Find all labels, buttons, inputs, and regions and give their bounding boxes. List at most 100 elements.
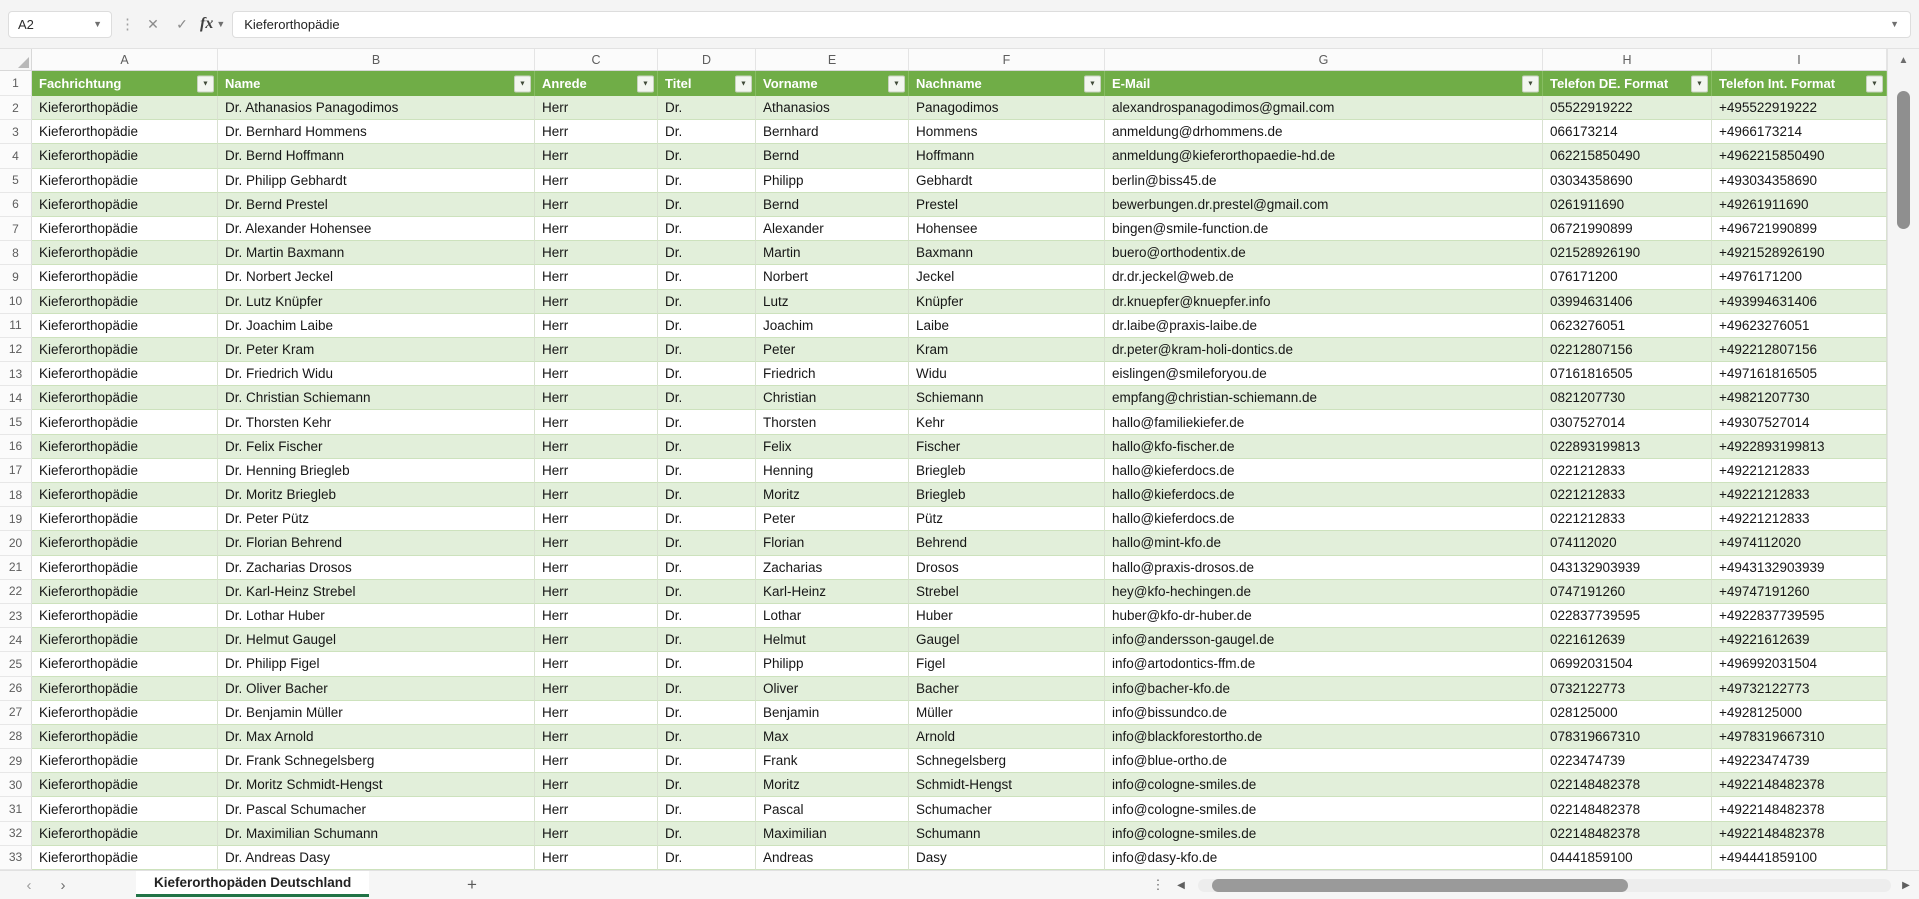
row-number[interactable]: 19 — [0, 507, 32, 532]
column-header[interactable]: Telefon Int. Format ▼ — [1712, 71, 1887, 96]
cell[interactable]: Dr. — [658, 410, 756, 435]
cell[interactable]: Herr — [535, 337, 658, 363]
cell[interactable]: 05522919222 — [1543, 96, 1712, 121]
cell[interactable]: 03034358690 — [1543, 168, 1712, 193]
cell[interactable]: Gebhardt — [909, 168, 1105, 193]
column-header[interactable]: Nachname ▼ — [909, 71, 1105, 96]
row-number[interactable]: 30 — [0, 773, 32, 798]
cell[interactable]: Herr — [535, 362, 658, 387]
cell[interactable]: Dr. — [658, 797, 756, 822]
column-header[interactable]: E-Mail ▼ — [1105, 71, 1543, 96]
cell[interactable]: Florian — [756, 531, 909, 556]
cell[interactable]: Dr. Lutz Knüpfer — [218, 289, 535, 314]
filter-dropdown-button[interactable]: ▼ — [1522, 75, 1539, 92]
cell[interactable]: alexandrospanagodimos@gmail.com — [1105, 96, 1543, 121]
cell[interactable]: Briegleb — [909, 458, 1105, 483]
add-sheet-button[interactable]: + — [467, 875, 477, 894]
cell[interactable]: Kieferorthopädie — [32, 483, 218, 508]
cell[interactable]: Kieferorthopädie — [32, 241, 218, 266]
cell[interactable]: Herr — [535, 555, 658, 580]
horizontal-scrollbar-thumb[interactable] — [1212, 879, 1628, 892]
cell[interactable]: Dr. — [658, 265, 756, 290]
cell[interactable]: Dr. — [658, 362, 756, 387]
column-letter-g[interactable]: G — [1105, 49, 1543, 70]
cell[interactable]: Andreas — [756, 845, 909, 870]
cell[interactable]: Athanasios — [756, 96, 909, 121]
cell[interactable]: +49221212833 — [1712, 483, 1887, 508]
cell[interactable]: 06992031504 — [1543, 652, 1712, 677]
vertical-dots-grip-icon[interactable]: ⋮ — [120, 15, 135, 33]
cell[interactable]: Herr — [535, 531, 658, 556]
cell[interactable]: Dr. Zacharias Drosos — [218, 555, 535, 580]
cell[interactable]: Dr. — [658, 96, 756, 121]
cell[interactable]: Herr — [535, 386, 658, 411]
cell[interactable]: Moritz — [756, 483, 909, 508]
cell[interactable]: Dr. Athanasios Panagodimos — [218, 96, 535, 121]
tab-overflow-icon[interactable]: ⋮ — [1151, 877, 1165, 892]
cell[interactable]: Dr. Bernd Prestel — [218, 192, 535, 217]
cell[interactable]: Herr — [535, 96, 658, 121]
cell[interactable]: Strebel — [909, 579, 1105, 604]
cell[interactable]: Dr. Thorsten Kehr — [218, 410, 535, 435]
cell[interactable]: +494441859100 — [1712, 845, 1887, 870]
cell[interactable]: Baxmann — [909, 241, 1105, 266]
column-header[interactable]: Titel ▼ — [658, 71, 756, 96]
cell[interactable]: Kieferorthopädie — [32, 821, 218, 846]
cell[interactable]: 0732122773 — [1543, 676, 1712, 701]
cell[interactable]: Huber — [909, 603, 1105, 629]
row-number[interactable]: 4 — [0, 144, 32, 169]
cell[interactable]: Dr. — [658, 724, 756, 750]
row-number[interactable]: 2 — [0, 96, 32, 121]
cell[interactable]: Behrend — [909, 531, 1105, 556]
cell[interactable]: Kieferorthopädie — [32, 652, 218, 677]
cell[interactable]: Dr. Karl-Heinz Strebel — [218, 579, 535, 604]
cell[interactable]: Kieferorthopädie — [32, 410, 218, 435]
cell[interactable]: Jeckel — [909, 265, 1105, 290]
cell[interactable]: +4922148482378 — [1712, 821, 1887, 846]
row-number[interactable]: 11 — [0, 313, 32, 338]
cell[interactable]: Karl-Heinz — [756, 579, 909, 604]
next-sheet-button[interactable]: › — [60, 876, 66, 894]
cell[interactable]: +49221612639 — [1712, 628, 1887, 653]
filter-dropdown-button[interactable]: ▼ — [637, 75, 654, 92]
cell[interactable]: Bernhard — [756, 120, 909, 145]
row-number[interactable]: 27 — [0, 700, 32, 725]
cell[interactable]: +4976171200 — [1712, 265, 1887, 290]
cell[interactable]: Kieferorthopädie — [32, 289, 218, 314]
cell[interactable]: Arnold — [909, 724, 1105, 750]
cell[interactable]: +49821207730 — [1712, 386, 1887, 411]
cell[interactable]: Dr. Pascal Schumacher — [218, 797, 535, 822]
cell[interactable]: +4962215850490 — [1712, 144, 1887, 169]
cell[interactable]: Maximilian — [756, 821, 909, 846]
cell[interactable]: Kieferorthopädie — [32, 362, 218, 387]
cell[interactable]: Martin — [756, 241, 909, 266]
scroll-left-button[interactable]: ◀ — [1177, 879, 1185, 891]
cell[interactable]: Dr. — [658, 144, 756, 169]
cell[interactable]: +497161816505 — [1712, 362, 1887, 387]
cell[interactable]: Herr — [535, 434, 658, 459]
cell[interactable]: Kieferorthopädie — [32, 579, 218, 604]
cell[interactable]: +4978319667310 — [1712, 724, 1887, 750]
cell[interactable]: Herr — [535, 652, 658, 677]
cell[interactable]: +4921528926190 — [1712, 241, 1887, 266]
cell[interactable]: 022148482378 — [1543, 773, 1712, 798]
cell[interactable]: Norbert — [756, 265, 909, 290]
row-number[interactable]: 21 — [0, 555, 32, 580]
cell[interactable]: eislingen@smileforyou.de — [1105, 362, 1543, 387]
cell[interactable]: 022148482378 — [1543, 797, 1712, 822]
column-letter-a[interactable]: A — [32, 49, 218, 70]
cell[interactable]: Dr. — [658, 845, 756, 870]
cell[interactable]: Herr — [535, 579, 658, 604]
cell[interactable]: Herr — [535, 313, 658, 338]
cell[interactable]: Dr. — [658, 337, 756, 363]
cell[interactable]: Dr. — [658, 483, 756, 508]
cell[interactable]: Herr — [535, 603, 658, 629]
cell[interactable]: +4974112020 — [1712, 531, 1887, 556]
filter-dropdown-button[interactable]: ▼ — [1866, 75, 1883, 92]
row-number[interactable]: 25 — [0, 652, 32, 677]
cell[interactable]: Kieferorthopädie — [32, 797, 218, 822]
cell[interactable]: Prestel — [909, 192, 1105, 217]
cell[interactable]: info@cologne-smiles.de — [1105, 821, 1543, 846]
row-number[interactable]: 1 — [0, 71, 32, 96]
vertical-scrollbar-thumb[interactable] — [1897, 91, 1910, 229]
